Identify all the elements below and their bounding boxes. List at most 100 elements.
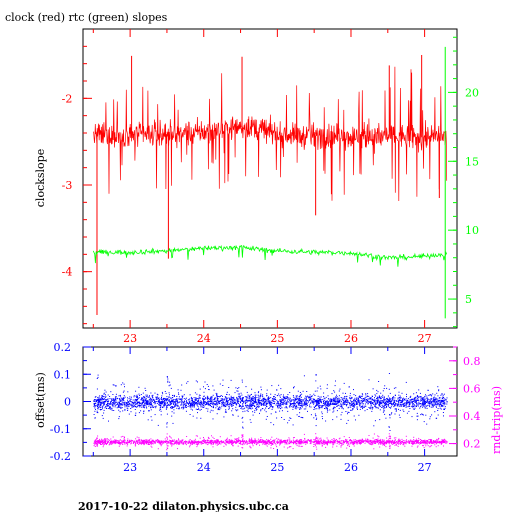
magenta-series-point [374, 443, 376, 444]
blue-series-point [126, 403, 128, 405]
magenta-series-point [377, 438, 379, 440]
blue-series-point [343, 397, 345, 399]
magenta-series-point [418, 437, 420, 439]
magenta-series-point [110, 442, 112, 444]
magenta-series-point [391, 441, 393, 443]
magenta-series-point [303, 442, 305, 444]
blue-series-point [140, 410, 142, 412]
blue-series-point [140, 399, 142, 401]
magenta-series-point [310, 439, 312, 441]
magenta-series-point [283, 440, 285, 441]
blue-series-point [168, 400, 170, 402]
magenta-series-point [97, 435, 99, 437]
blue-series-point [323, 404, 325, 406]
magenta-series-point [350, 440, 351, 442]
magenta-series-point [244, 441, 246, 443]
blue-series-point [117, 401, 119, 403]
blue-series-point [384, 399, 386, 401]
magenta-series-point [202, 443, 204, 444]
bottom-x-tick-label: 25 [270, 461, 284, 474]
magenta-series-point [351, 441, 353, 443]
blue-series-point [241, 406, 243, 408]
blue-series-point [360, 406, 362, 408]
blue-series-point [251, 399, 253, 401]
blue-series-point [247, 394, 249, 396]
blue-series-point [381, 400, 383, 401]
magenta-series-point [403, 444, 405, 446]
blue-series-point [259, 400, 261, 402]
blue-series-point [411, 402, 413, 403]
blue-series-point [319, 407, 321, 409]
blue-series-point [407, 400, 409, 402]
blue-series-point [398, 403, 399, 405]
magenta-series-point [152, 439, 154, 441]
blue-series-point [121, 404, 123, 406]
blue-series-point [256, 397, 258, 398]
blue-series-point [325, 403, 327, 405]
blue-series-point [126, 404, 128, 406]
magenta-series-point [317, 442, 319, 444]
blue-series-point [178, 402, 180, 404]
blue-series-point [311, 402, 313, 404]
blue-series-point [107, 404, 109, 406]
magenta-series-point [197, 441, 198, 443]
blue-series-point [107, 408, 109, 409]
magenta-series-point [207, 436, 209, 438]
magenta-series-point [137, 441, 138, 443]
magenta-series-point [175, 440, 177, 442]
blue-series-point [422, 400, 424, 402]
blue-series-point [123, 383, 125, 385]
magenta-series-point [439, 441, 441, 443]
magenta-series-point [340, 446, 342, 448]
blue-series-point [271, 408, 273, 410]
magenta-series-point [416, 441, 417, 443]
blue-series-point [98, 396, 100, 398]
magenta-series-point [313, 446, 315, 447]
blue-series-point [222, 395, 223, 397]
magenta-series-point [389, 448, 391, 449]
blue-series-point [444, 406, 446, 408]
blue-series-point [420, 399, 422, 400]
blue-series-point [423, 402, 425, 404]
magenta-series-point [128, 442, 130, 444]
magenta-series-point [110, 440, 111, 442]
blue-series-point [266, 402, 268, 404]
blue-series-point [361, 402, 363, 404]
blue-series-point [277, 407, 279, 409]
blue-series-point [438, 389, 440, 391]
magenta-series-point [315, 436, 317, 438]
blue-series-point [217, 409, 219, 411]
blue-series-point [207, 410, 209, 412]
blue-series-point [183, 394, 185, 396]
magenta-series-point [124, 441, 126, 443]
magenta-series-point [357, 440, 359, 442]
blue-series-point [109, 398, 111, 400]
magenta-series-point [398, 440, 400, 441]
magenta-series-point [412, 443, 414, 445]
blue-series-point [254, 401, 255, 402]
blue-series-point [282, 403, 284, 405]
magenta-series-point [298, 442, 300, 444]
magenta-series-point [354, 441, 356, 442]
magenta-series-point [136, 440, 138, 442]
blue-series-point [219, 401, 221, 402]
blue-series-point [434, 402, 436, 404]
blue-series-point [410, 399, 412, 401]
blue-series-point [162, 402, 164, 404]
blue-series-point [359, 408, 361, 410]
blue-series-point [428, 403, 430, 404]
blue-series-point [206, 400, 208, 402]
blue-series-point [420, 414, 422, 416]
blue-series-point [187, 381, 189, 383]
blue-series-point [423, 399, 425, 401]
blue-series-point [387, 402, 389, 403]
magenta-series-point [283, 441, 284, 443]
blue-series-point [244, 401, 246, 403]
magenta-series-point [151, 446, 153, 448]
magenta-series-point [265, 440, 267, 442]
blue-series-point [203, 391, 205, 393]
magenta-series-point [115, 442, 117, 444]
magenta-series-point [268, 439, 269, 441]
blue-series-point [385, 401, 387, 403]
blue-series-point [223, 416, 225, 418]
